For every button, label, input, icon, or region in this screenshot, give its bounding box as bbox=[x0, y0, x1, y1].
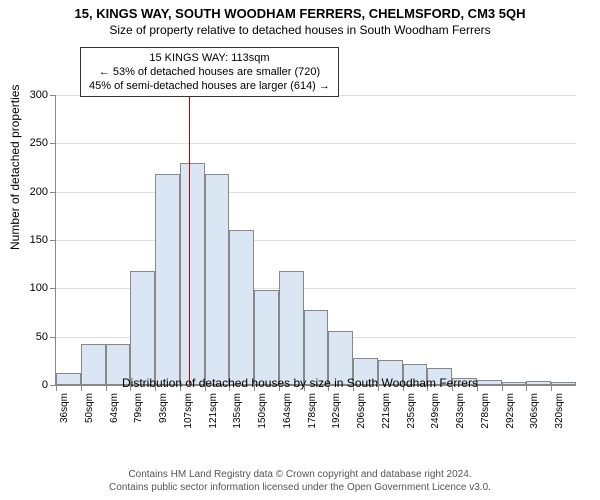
y-tick bbox=[50, 95, 56, 96]
x-tick-label: 192sqm bbox=[331, 393, 342, 429]
footer-line-1: Contains HM Land Registry data © Crown c… bbox=[0, 468, 600, 481]
x-tick-label: 306sqm bbox=[529, 393, 540, 429]
y-axis-label: Number of detached properties bbox=[8, 85, 22, 250]
y-tick-label: 50 bbox=[8, 331, 48, 343]
histogram-bar bbox=[279, 271, 304, 385]
gridline bbox=[56, 240, 576, 241]
x-tick-label: 93sqm bbox=[158, 393, 169, 423]
x-tick-label: 150sqm bbox=[257, 393, 268, 429]
x-tick-label: 36sqm bbox=[59, 393, 70, 423]
footer: Contains HM Land Registry data © Crown c… bbox=[0, 468, 600, 494]
histogram-bar bbox=[254, 290, 279, 385]
title-sub: Size of property relative to detached ho… bbox=[0, 21, 600, 37]
gridline bbox=[56, 143, 576, 144]
x-axis-label: Distribution of detached houses by size … bbox=[0, 376, 600, 390]
title-main: 15, KINGS WAY, SOUTH WOODHAM FERRERS, CH… bbox=[0, 0, 600, 21]
x-tick-label: 121sqm bbox=[208, 393, 219, 429]
x-tick-label: 278sqm bbox=[480, 393, 491, 429]
footer-line-2: Contains public sector information licen… bbox=[0, 481, 600, 494]
y-tick bbox=[50, 143, 56, 144]
x-tick-label: 50sqm bbox=[84, 393, 95, 423]
histogram-bar bbox=[130, 271, 155, 385]
x-tick-label: 164sqm bbox=[282, 393, 293, 429]
reference-line bbox=[189, 95, 190, 385]
histogram-bar bbox=[180, 163, 205, 385]
chart-container: 15, KINGS WAY, SOUTH WOODHAM FERRERS, CH… bbox=[0, 0, 600, 500]
info-line-subject: 15 KINGS WAY: 113sqm bbox=[89, 51, 330, 65]
gridline bbox=[56, 192, 576, 193]
histogram-bar bbox=[155, 174, 180, 385]
x-tick-label: 292sqm bbox=[505, 393, 516, 429]
x-tick-label: 235sqm bbox=[406, 393, 417, 429]
x-tick-label: 221sqm bbox=[381, 393, 392, 429]
x-tick-label: 206sqm bbox=[356, 393, 367, 429]
y-tick bbox=[50, 337, 56, 338]
y-tick-label: 250 bbox=[8, 137, 48, 149]
y-tick bbox=[50, 192, 56, 193]
x-tick-label: 320sqm bbox=[554, 393, 565, 429]
y-tick-label: 100 bbox=[8, 282, 48, 294]
x-tick-label: 79sqm bbox=[133, 393, 144, 423]
histogram-bar bbox=[205, 174, 230, 385]
y-tick-label: 150 bbox=[8, 234, 48, 246]
y-tick-label: 200 bbox=[8, 186, 48, 198]
histogram-bar bbox=[304, 310, 329, 385]
x-tick-label: 64sqm bbox=[109, 393, 120, 423]
info-line-larger: 45% of semi-detached houses are larger (… bbox=[89, 79, 330, 93]
y-tick bbox=[50, 288, 56, 289]
info-box: 15 KINGS WAY: 113sqm ← 53% of detached h… bbox=[80, 47, 339, 97]
plot-area: 05010015020025030036sqm50sqm64sqm79sqm93… bbox=[55, 95, 576, 386]
info-line-smaller: ← 53% of detached houses are smaller (72… bbox=[89, 65, 330, 79]
y-tick bbox=[50, 240, 56, 241]
x-tick-label: 178sqm bbox=[307, 393, 318, 429]
y-tick-label: 300 bbox=[8, 89, 48, 101]
histogram-bar bbox=[229, 230, 254, 385]
x-tick-label: 107sqm bbox=[183, 393, 194, 429]
x-tick-label: 135sqm bbox=[232, 393, 243, 429]
x-tick-label: 249sqm bbox=[430, 393, 441, 429]
chart-wrap: Number of detached properties 0501001502… bbox=[0, 40, 600, 440]
x-tick-label: 263sqm bbox=[455, 393, 466, 429]
